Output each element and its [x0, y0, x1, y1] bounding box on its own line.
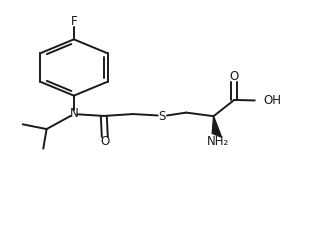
Text: N: N [69, 107, 78, 120]
Text: OH: OH [263, 94, 281, 107]
Polygon shape [212, 116, 221, 137]
Text: O: O [229, 70, 239, 83]
Text: F: F [70, 15, 77, 28]
Text: S: S [159, 110, 166, 123]
Text: NH₂: NH₂ [207, 135, 229, 149]
Text: O: O [100, 135, 110, 148]
